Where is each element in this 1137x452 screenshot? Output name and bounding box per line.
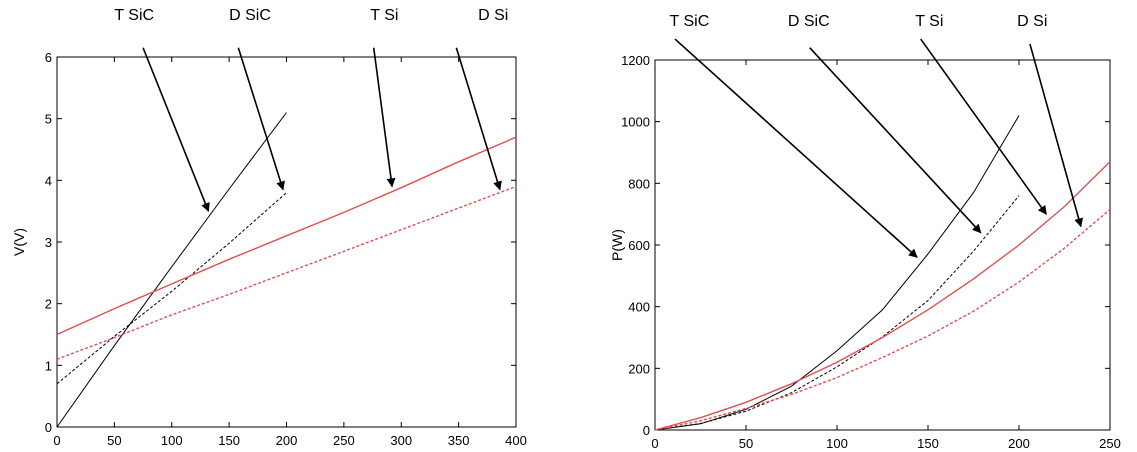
y-tick-label: 4: [45, 173, 52, 188]
annotation-label-d-sic: D SiC: [788, 13, 830, 30]
x-tick-label: 150: [218, 433, 240, 448]
annotation-label-d-si: D Si: [478, 7, 508, 24]
annotation-label-d-si: D Si: [1017, 13, 1047, 30]
x-tick-label: 50: [107, 433, 121, 448]
y-tick-label: 200: [628, 361, 650, 376]
x-tick-label: 50: [739, 436, 753, 451]
annotation-arrow-d-si: [1029, 43, 1084, 228]
x-tick-label: 200: [1008, 436, 1030, 451]
x-tick-label: 150: [917, 436, 939, 451]
y-tick-label: 1200: [621, 53, 650, 68]
x-tick-label: 250: [1099, 436, 1121, 451]
annotation-arrow-d-sic: [237, 47, 285, 191]
y-tick-label: 0: [45, 420, 52, 435]
annotation-label-t-sic: T SiC: [114, 7, 154, 24]
annotation-label-t-si: T Si: [915, 13, 943, 30]
x-tick-label: 100: [826, 436, 848, 451]
x-tick-label: 0: [651, 436, 658, 451]
y-tick-label: 400: [628, 300, 650, 315]
y-tick-label: 0: [643, 423, 650, 438]
annotation-arrow-t-sic: [674, 38, 918, 258]
y-tick-label: 600: [628, 238, 650, 253]
y-axis-label: V(V): [11, 228, 27, 256]
y-tick-label: 3: [45, 235, 52, 250]
annotation-label-d-sic: D SiC: [229, 7, 271, 24]
series-line-t-si: [56, 136, 517, 336]
annotation-arrow-d-si: [455, 47, 502, 191]
x-tick-label: 0: [53, 433, 60, 448]
y-tick-label: 800: [628, 176, 650, 191]
y-tick-label: 2: [45, 297, 52, 312]
y-tick-label: 1000: [621, 115, 650, 130]
annotation-arrow-d-sic: [809, 47, 982, 234]
annotation-label-t-sic: T SiC: [670, 13, 710, 30]
y-tick-label: 6: [45, 50, 52, 65]
x-tick-label: 300: [390, 433, 412, 448]
annotation-arrow-t-si: [920, 38, 1047, 215]
series-line-d-si: [56, 185, 517, 360]
y-axis-label: P(W): [609, 229, 625, 261]
series-line-t-si: [654, 161, 1111, 431]
series-line-d-sic: [56, 192, 287, 385]
series-line-t-sic: [654, 115, 1020, 431]
annotation-label-t-si: T Si: [370, 7, 398, 24]
plot-frame: [654, 59, 1111, 431]
v-chart: 0 50 100 150 200 250 300 350 400 0 1 2 3 4 5 6 V(V) T SiC…: [11, 7, 527, 448]
series-line-d-si: [654, 208, 1111, 431]
annotation-arrow-t-sic: [142, 47, 210, 213]
x-tick-label: 250: [333, 433, 355, 448]
y-tick-label: 1: [45, 358, 52, 373]
series-line-d-sic: [654, 195, 1020, 431]
x-tick-label: 350: [448, 433, 470, 448]
x-tick-label: 400: [505, 433, 527, 448]
y-tick-label: 5: [45, 112, 52, 127]
x-tick-label: 200: [276, 433, 298, 448]
p-chart: 0 50 100 150 200 250 0 200 400 600 800 1000 1200 P(W)…: [609, 13, 1121, 451]
series-line-t-sic: [56, 112, 287, 428]
annotation-arrow-t-si: [372, 47, 396, 188]
x-tick-label: 100: [161, 433, 183, 448]
